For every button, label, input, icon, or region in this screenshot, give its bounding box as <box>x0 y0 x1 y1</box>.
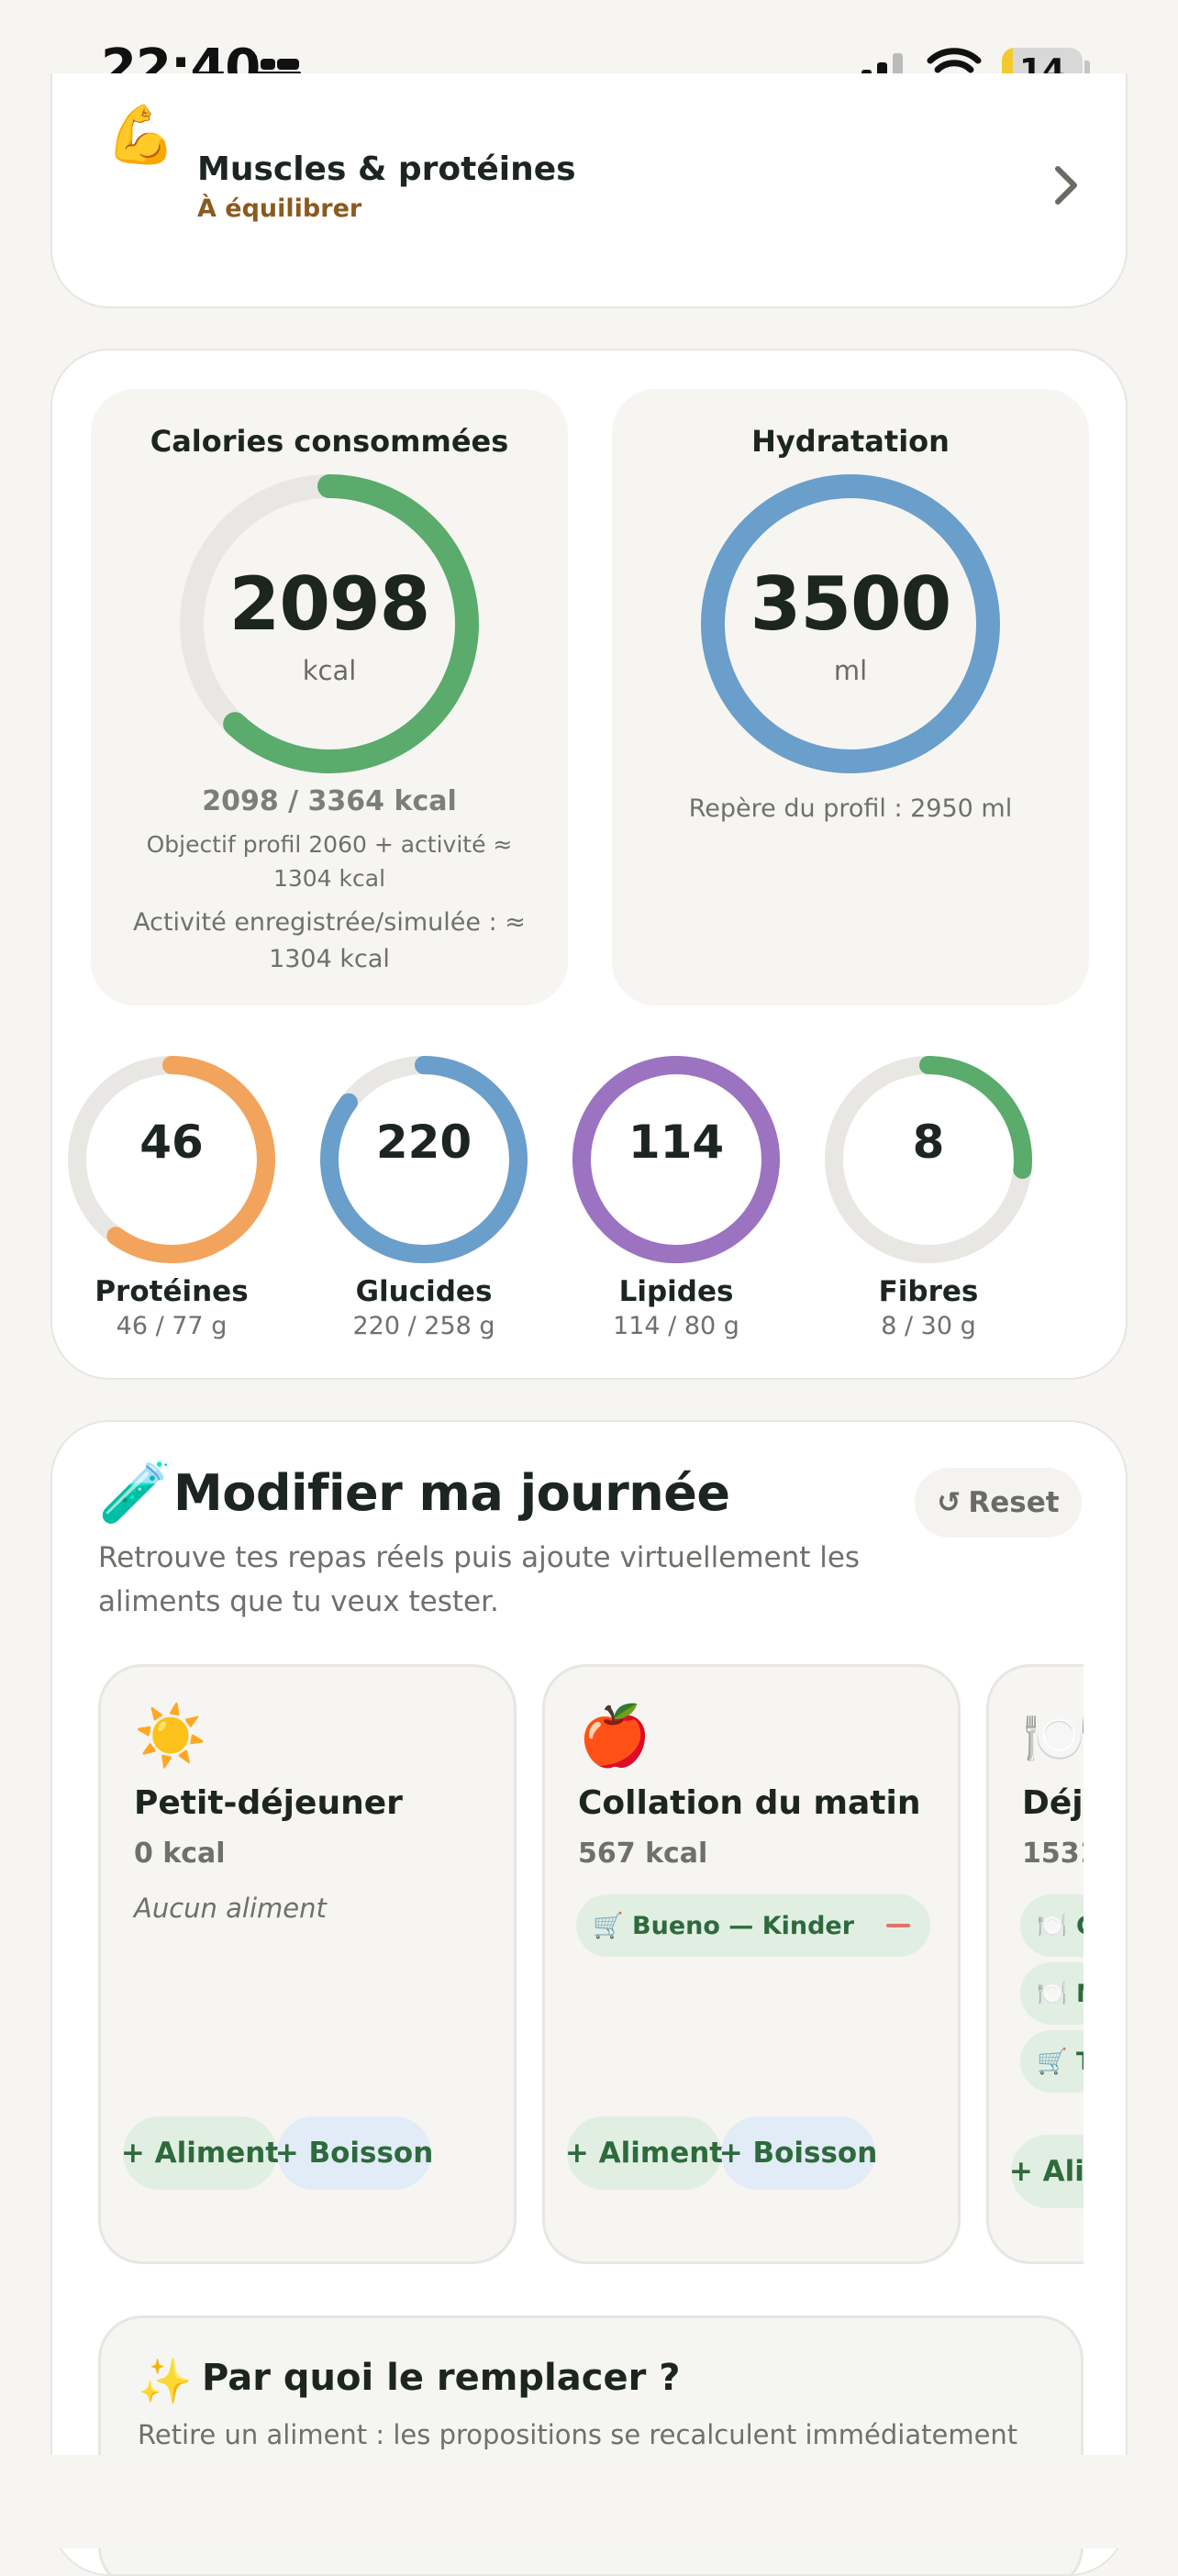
calories-objective: Objectif profil 2060 + activité ≈ 1304 k… <box>146 831 513 892</box>
muscles-status: À équilibrer <box>197 194 362 223</box>
food-chip[interactable]: 🛒 Bueno — Kinder <box>576 1894 930 1957</box>
modify-day-card: 🧪 Modifier ma journée ↺ Reset Retrouve t… <box>50 1420 1128 2576</box>
calories-unit: kcal <box>302 655 357 686</box>
fibers-label: Fibres <box>878 1275 979 1308</box>
apple-icon: 🍎 <box>578 1703 651 1771</box>
proteins-detail: 46 / 77 g <box>116 1312 228 1340</box>
reset-icon: ↺ <box>937 1486 961 1519</box>
daily-stats-card: Calories consommées 2098 kcal 2098 / 336… <box>50 349 1128 1380</box>
add-drink-button[interactable]: + Boisson <box>275 2116 433 2190</box>
sparkles-icon: ✨ <box>138 2356 193 2407</box>
replace-description: Retire un aliment : les propositions se … <box>138 2419 1018 2450</box>
hydration-panel: Hydratation 3500 ml Repère du profil : 2… <box>612 389 1089 1005</box>
reset-label: Reset <box>968 1486 1060 1519</box>
carbs-label: Glucides <box>355 1275 493 1308</box>
modify-description: Retrouve tes repas réels puis ajoute vir… <box>98 1541 861 1618</box>
meals-carousel[interactable]: ☀️ Petit-déjeuner 0 kcal Aucun aliment +… <box>98 1664 1084 2288</box>
macro-proteins: 46 Protéines 46 / 77 g <box>61 1053 282 1365</box>
fibers-ring <box>825 1056 1032 1263</box>
reset-button[interactable]: ↺ Reset <box>915 1468 1082 1538</box>
macro-fibers: 8 Fibres 8 / 30 g <box>818 1053 1039 1365</box>
macro-fats: 114 Lipides 114 / 80 g <box>566 1053 786 1365</box>
add-food-button[interactable]: + Aliment <box>121 2116 279 2190</box>
carbs-ring <box>320 1056 528 1263</box>
add-food-button[interactable]: + Aliment <box>1009 2135 1084 2208</box>
food-chip[interactable]: 🍽️ C <box>1020 1894 1084 1957</box>
food-chip[interactable]: 🛒 T <box>1020 2030 1084 2093</box>
meal-kcal: 1531 kcal <box>1022 1838 1084 1870</box>
calories-title: Calories consommées <box>150 424 509 459</box>
fats-label: Lipides <box>618 1275 734 1308</box>
meal-name: Collation du matin <box>578 1784 921 1822</box>
test-tube-icon: 🧪 <box>98 1460 172 1527</box>
macro-carbs: 220 Glucides 220 / 258 g <box>314 1053 534 1365</box>
add-food-button[interactable]: + Aliment <box>565 2116 723 2190</box>
meal-card-breakfast: ☀️ Petit-déjeuner 0 kcal Aucun aliment +… <box>98 1664 517 2264</box>
muscles-title: Muscles & protéines <box>197 150 576 188</box>
replace-title: Par quoi le remplacer ? <box>202 2357 681 2399</box>
fibers-value: 8 <box>912 1116 945 1169</box>
meal-card-morning-snack: 🍎 Collation du matin 567 kcal 🛒 Bueno — … <box>542 1664 961 2264</box>
plate-icon: 🍽️ <box>1022 1702 1084 1771</box>
proteins-value: 46 <box>139 1116 204 1169</box>
bottom-area <box>0 2455 1178 2548</box>
proteins-label: Protéines <box>94 1275 249 1308</box>
sun-icon: ☀️ <box>134 1703 207 1771</box>
calories-value: 2098 <box>228 561 431 647</box>
hydration-title: Hydratation <box>751 424 950 459</box>
calories-panel: Calories consommées 2098 kcal 2098 / 336… <box>91 389 568 1005</box>
battery-nub <box>1084 61 1090 77</box>
remove-food-icon[interactable] <box>886 1924 910 1927</box>
meal-kcal: 567 kcal <box>578 1838 708 1870</box>
fats-detail: 114 / 80 g <box>613 1312 739 1340</box>
chevron-right-icon[interactable] <box>1052 165 1080 205</box>
calories-summary: 2098 / 3364 kcal <box>202 785 457 817</box>
carbs-detail: 220 / 258 g <box>352 1312 495 1340</box>
food-chip[interactable]: 🍽️ N <box>1020 1962 1084 2025</box>
fats-ring <box>572 1056 780 1263</box>
muscles-proteins-card[interactable]: 💪 Muscles & protéines À équilibrer <box>50 73 1128 308</box>
carbs-value: 220 <box>375 1116 472 1169</box>
hydration-note: Repère du profil : 2950 ml <box>688 794 1013 823</box>
hydration-unit: ml <box>833 655 868 686</box>
meal-name: Petit-déjeuner <box>134 1784 403 1822</box>
meal-kcal: 0 kcal <box>134 1838 226 1870</box>
hydration-ring <box>701 474 1000 773</box>
add-drink-button[interactable]: + Boisson <box>719 2116 877 2190</box>
hydration-value: 3500 <box>750 561 952 647</box>
meal-card-lunch: 🍽️ Déjeuner 1531 kcal 🍽️ C 🍽️ N 🛒 T + Al… <box>986 1664 1084 2264</box>
meal-name: Déjeuner <box>1022 1784 1084 1822</box>
fibers-detail: 8 / 30 g <box>881 1312 976 1340</box>
flexed-biceps-icon: 💪 <box>106 101 177 168</box>
fats-value: 114 <box>628 1116 725 1169</box>
meal-empty-text: Aucun aliment <box>134 1893 327 1924</box>
calories-ring <box>180 474 479 773</box>
calories-activity: Activité enregistrée/simulée : ≈ 1304 kc… <box>133 908 526 973</box>
modify-title: Modifier ma journée <box>173 1464 730 1522</box>
proteins-ring <box>68 1056 275 1263</box>
food-chip-label: 🛒 Bueno — Kinder <box>593 1912 855 1940</box>
